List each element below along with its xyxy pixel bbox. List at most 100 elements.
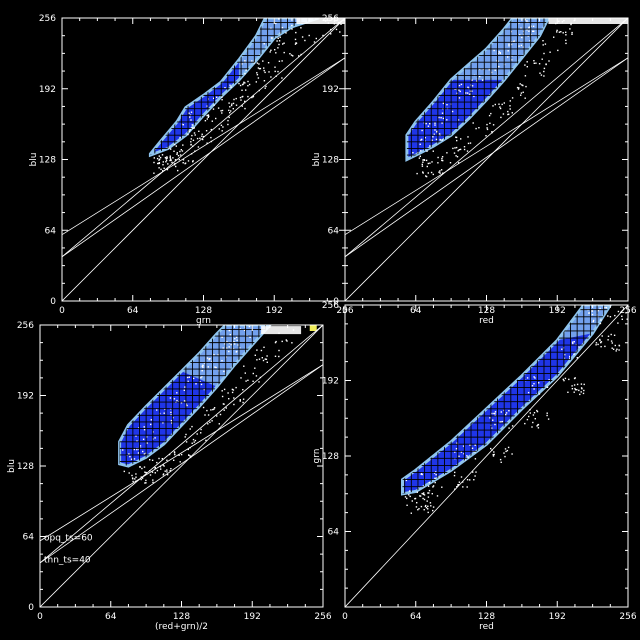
sparse-point (140, 478, 142, 481)
sparse-point (236, 350, 238, 353)
sparse-point (169, 470, 171, 472)
sparse-point (462, 445, 465, 447)
y-tick-label: 256 (322, 301, 339, 311)
sparse-point (181, 150, 184, 152)
sparse-point (421, 473, 423, 476)
sparse-point (524, 19, 526, 21)
reference-line (62, 18, 345, 301)
sparse-point (435, 474, 437, 476)
sparse-point (605, 306, 608, 309)
sparse-point (467, 456, 469, 459)
sparse-point (146, 436, 148, 438)
sparse-point (175, 165, 177, 168)
sparse-point (162, 473, 165, 475)
sparse-point (173, 452, 176, 454)
sparse-point (457, 150, 459, 152)
sparse-point (205, 439, 207, 442)
sparse-point (561, 348, 563, 350)
sparse-point (556, 31, 558, 33)
sparse-point (423, 494, 426, 496)
sparse-point (247, 85, 249, 87)
sparse-point (556, 29, 558, 32)
sparse-point (197, 146, 200, 148)
sparse-point (611, 347, 613, 349)
sparse-point (441, 156, 444, 158)
sparse-point (170, 159, 172, 161)
sparse-point (153, 172, 155, 174)
sparse-point (203, 388, 205, 391)
x-tick-label: 64 (127, 306, 139, 316)
sparse-point (491, 131, 493, 133)
sparse-point (446, 104, 448, 106)
sparse-point (425, 504, 427, 507)
sparse-point (190, 141, 192, 143)
sparse-point (188, 112, 190, 114)
plot-area (345, 305, 628, 607)
sparse-point (509, 105, 511, 107)
sparse-point (535, 62, 537, 64)
sparse-point (136, 448, 138, 451)
sparse-point (507, 110, 509, 113)
sparse-point (234, 343, 236, 345)
sparse-point (232, 389, 235, 391)
sparse-point (204, 414, 206, 416)
sparse-point (526, 29, 528, 31)
sparse-point (521, 36, 523, 39)
sparse-point (565, 42, 567, 45)
sparse-point (508, 410, 510, 412)
sparse-point (458, 89, 460, 91)
sparse-point (209, 358, 211, 360)
sparse-point (614, 314, 616, 317)
sparse-point (573, 341, 575, 343)
sparse-point (538, 382, 540, 384)
sparse-point (300, 27, 302, 29)
sparse-point (425, 159, 428, 162)
sparse-point (259, 67, 262, 70)
sparse-point (414, 497, 417, 500)
sparse-point (437, 156, 439, 159)
sparse-point (281, 26, 284, 29)
sparse-point (275, 22, 277, 25)
sparse-point (536, 409, 538, 412)
sparse-point (263, 43, 265, 45)
sparse-point (416, 172, 418, 175)
sparse-point (600, 341, 603, 343)
sparse-point (583, 383, 585, 386)
reference-line (40, 364, 323, 542)
sparse-point (511, 453, 513, 455)
sparse-point (476, 80, 478, 82)
sparse-point (185, 433, 187, 436)
sparse-point (533, 62, 535, 64)
sparse-point (235, 97, 237, 100)
sparse-point (507, 50, 509, 52)
sparse-point (618, 345, 621, 347)
sparse-point (187, 133, 189, 136)
sparse-point (193, 377, 195, 380)
sparse-point (507, 113, 509, 116)
sparse-point (511, 59, 513, 61)
sparse-point (169, 155, 171, 157)
annotation-text: thn_ts=40 (44, 556, 91, 566)
reference-line (40, 325, 323, 607)
sparse-point (158, 158, 161, 160)
sparse-point (180, 149, 182, 151)
sparse-point (599, 338, 601, 341)
sparse-point (340, 23, 342, 25)
sparse-point (607, 335, 610, 337)
sparse-point (513, 40, 516, 42)
sparse-point (159, 156, 162, 159)
sparse-point (626, 318, 628, 320)
sparse-point (428, 492, 430, 494)
sparse-point (573, 391, 575, 393)
sparse-point (187, 448, 189, 451)
sparse-point (440, 169, 443, 171)
sparse-point (178, 158, 180, 161)
sparse-point (225, 407, 227, 409)
sparse-point (208, 115, 210, 117)
y-tick-label: 256 (17, 321, 34, 331)
sparse-point (213, 97, 215, 99)
sparse-point (458, 162, 460, 164)
sparse-point (232, 108, 234, 110)
sparse-point (168, 453, 171, 456)
sparse-point (441, 157, 443, 160)
